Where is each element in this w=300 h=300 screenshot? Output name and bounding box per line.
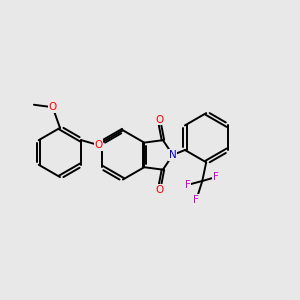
- Text: F: F: [194, 195, 199, 205]
- Text: F: F: [184, 180, 190, 190]
- Text: O: O: [155, 115, 163, 124]
- Text: F: F: [213, 172, 219, 182]
- Text: N: N: [169, 150, 177, 160]
- Text: O: O: [94, 140, 103, 150]
- Text: O: O: [155, 185, 163, 195]
- Text: O: O: [49, 102, 57, 112]
